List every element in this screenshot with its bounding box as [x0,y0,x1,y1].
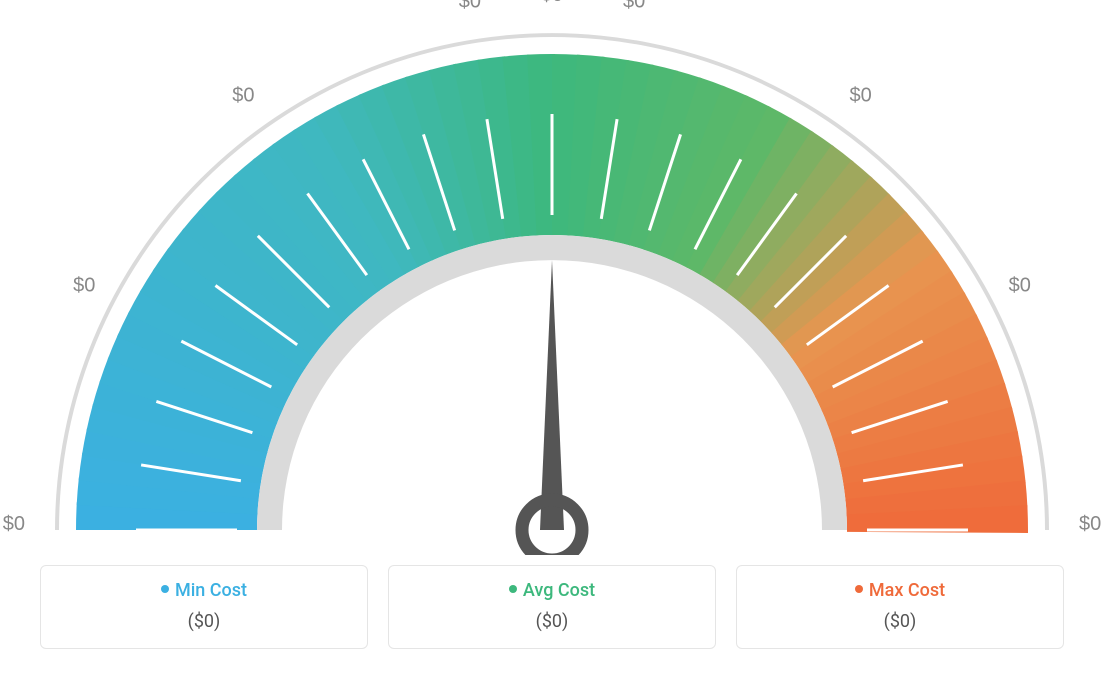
svg-text:$0: $0 [541,0,563,6]
svg-text:$0: $0 [73,275,95,297]
legend-dot-min [161,585,169,593]
svg-text:$0: $0 [849,84,871,106]
legend-value-max: ($0) [757,611,1043,632]
svg-text:$0: $0 [3,513,25,535]
legend-value-avg: ($0) [409,611,695,632]
legend-value-min: ($0) [61,611,347,632]
svg-text:$0: $0 [232,84,254,106]
legend-text-min: Min Cost [175,580,247,601]
svg-text:$0: $0 [623,0,645,12]
legend-text-max: Max Cost [869,580,945,601]
legend-label-min: Min Cost [61,580,347,601]
gauge-svg: $0 $0 $0 $0 $0 $0 $0 $0 $0 [0,0,1104,555]
legend-card-avg: Avg Cost ($0) [388,565,716,649]
legend-dot-avg [509,585,517,593]
legend-label-max: Max Cost [757,580,1043,601]
legend-dot-max [855,585,863,593]
cost-gauge-chart: $0 $0 $0 $0 $0 $0 $0 $0 $0 [0,0,1104,555]
legend-label-avg: Avg Cost [409,580,695,601]
legend-card-max: Max Cost ($0) [736,565,1064,649]
svg-text:$0: $0 [459,0,481,12]
svg-text:$0: $0 [1079,513,1101,535]
legend-row: Min Cost ($0) Avg Cost ($0) Max Cost ($0… [0,565,1104,649]
legend-card-min: Min Cost ($0) [40,565,368,649]
svg-text:$0: $0 [1009,275,1031,297]
legend-text-avg: Avg Cost [523,580,595,601]
